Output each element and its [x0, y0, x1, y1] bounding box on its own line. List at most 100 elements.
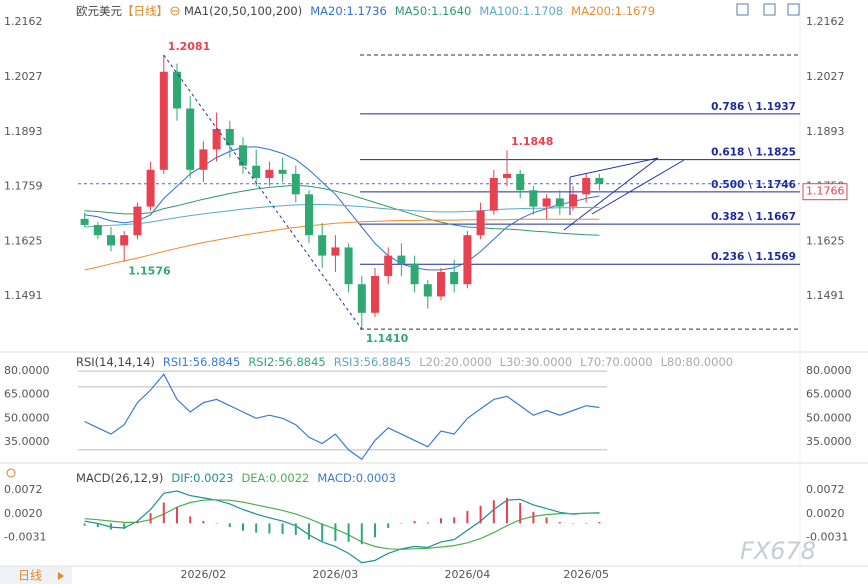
y-tick-label: 1.2027	[4, 70, 43, 83]
candle-body	[357, 284, 366, 313]
macd-bar	[321, 523, 324, 541]
candle-body	[120, 235, 129, 246]
y-tick-label: 80.0000	[806, 364, 852, 377]
level-label: L70:70.0000	[580, 355, 653, 369]
price-annotation: 1.1848	[511, 135, 553, 148]
candle-body	[291, 173, 300, 195]
symbol: 欧元美元	[76, 4, 122, 18]
y-tick-label: 80.0000	[4, 364, 50, 377]
legend-entry: RSI3:56.8845	[333, 355, 412, 369]
y-tick-label: 1.1625	[4, 234, 43, 247]
candle-body	[278, 169, 287, 174]
legend-entry: RSI1:56.8845	[162, 355, 241, 369]
y-tick-label: 50.0000	[4, 411, 50, 424]
fib-label: 0.236 \ 1.1569	[711, 251, 796, 263]
macd-bar	[136, 521, 139, 524]
macd-title: MACD(26,12,9)	[76, 471, 164, 485]
candle-body	[133, 206, 142, 236]
candle-body	[595, 177, 604, 184]
last-price-tag	[802, 183, 848, 201]
period-button[interactable]	[0, 567, 72, 584]
settings-icon[interactable]	[6, 468, 16, 478]
candle-body	[423, 284, 432, 297]
macd-bar	[228, 523, 231, 528]
candle-body	[489, 177, 498, 211]
icon[interactable]	[787, 3, 800, 16]
macd-bar	[255, 523, 258, 533]
main-header: 欧元美元 【日线】 MA1(20,50,100,200) MA20:1.1736…	[76, 3, 655, 19]
legend-entry: MA200:1.1679	[571, 4, 656, 18]
candle-body	[397, 255, 406, 264]
y-tick-label: 35.0000	[4, 435, 50, 448]
macd-bar	[598, 521, 601, 524]
candle-body	[331, 247, 340, 256]
macd-bar	[110, 523, 112, 530]
y-tick-label: 1.1625	[806, 234, 845, 247]
macd-bar	[492, 500, 495, 524]
rsi-header: RSI(14,14,14) RSI1:56.8845 RSI2:56.8845 RS…	[76, 355, 733, 369]
macd-bar	[558, 521, 561, 524]
macd-bar	[506, 497, 508, 524]
ma-line	[84, 146, 600, 271]
y-tick-label: 1.2162	[806, 15, 845, 28]
y-tick-label: 65.0000	[4, 388, 50, 401]
ma-line	[84, 204, 600, 228]
legend-entry: DIF:0.0023	[171, 471, 234, 485]
macd-bar	[242, 523, 244, 531]
candle-body	[344, 247, 353, 285]
macd-bar	[96, 523, 99, 528]
candle-body	[252, 165, 261, 178]
macd-bar	[532, 511, 535, 524]
candle-body	[569, 194, 577, 207]
ma-line	[84, 184, 600, 236]
macd-bar	[572, 523, 574, 524]
macd-bar	[426, 522, 429, 524]
y-tick-label: -0.0031	[4, 531, 46, 544]
candle-body	[582, 177, 591, 195]
icon[interactable]	[763, 3, 776, 16]
level-label: L30:30.0000	[499, 355, 573, 369]
icon[interactable]	[736, 3, 749, 16]
candle-body	[516, 173, 525, 191]
macd-bar	[202, 521, 205, 524]
candle-body	[542, 198, 551, 207]
x-tick-label: 2026/03	[313, 568, 359, 581]
swing-line	[163, 54, 363, 330]
candle-body	[80, 218, 89, 225]
legend-entry: RSI2:56.8845	[248, 355, 326, 369]
toolbar-icons[interactable]	[736, 3, 800, 16]
candle-body	[450, 271, 459, 285]
fib-label: 0.786 \ 1.1937	[711, 101, 796, 113]
trend-line	[591, 159, 685, 215]
y-tick-label: 0.0020	[806, 507, 845, 520]
period-button-label[interactable]: 日线	[18, 569, 42, 583]
candle-body	[93, 224, 102, 236]
macd-line	[84, 499, 600, 550]
button-arrow	[58, 572, 64, 580]
macd-bar	[123, 523, 126, 529]
macd-bar	[215, 523, 218, 524]
macd-bar	[466, 510, 469, 524]
legend-entry: MA20:1.1736	[310, 4, 387, 18]
toggle-icon[interactable]	[170, 6, 180, 16]
x-tick-label: 2026/02	[181, 568, 227, 581]
candle-body	[239, 145, 247, 166]
trend-line	[563, 157, 659, 231]
candle-body	[173, 71, 181, 109]
legend-entry: MA100:1.1708	[479, 4, 564, 18]
candle-body	[107, 235, 115, 246]
candle-body	[555, 198, 564, 207]
y-tick-label: 0.0020	[4, 507, 43, 520]
candle-body	[503, 173, 511, 178]
x-tick-label: 2026/04	[445, 568, 491, 581]
fib-label: 0.500 \ 1.1746	[711, 179, 796, 191]
candle-body	[476, 210, 485, 236]
rsi-title: RSI(14,14,14)	[76, 355, 155, 369]
candle-body	[186, 108, 195, 170]
macd-bar	[453, 517, 456, 524]
y-tick-label: 1.1893	[4, 125, 43, 138]
candle-body	[199, 149, 208, 170]
level-label: L20:20.0000	[419, 355, 492, 369]
